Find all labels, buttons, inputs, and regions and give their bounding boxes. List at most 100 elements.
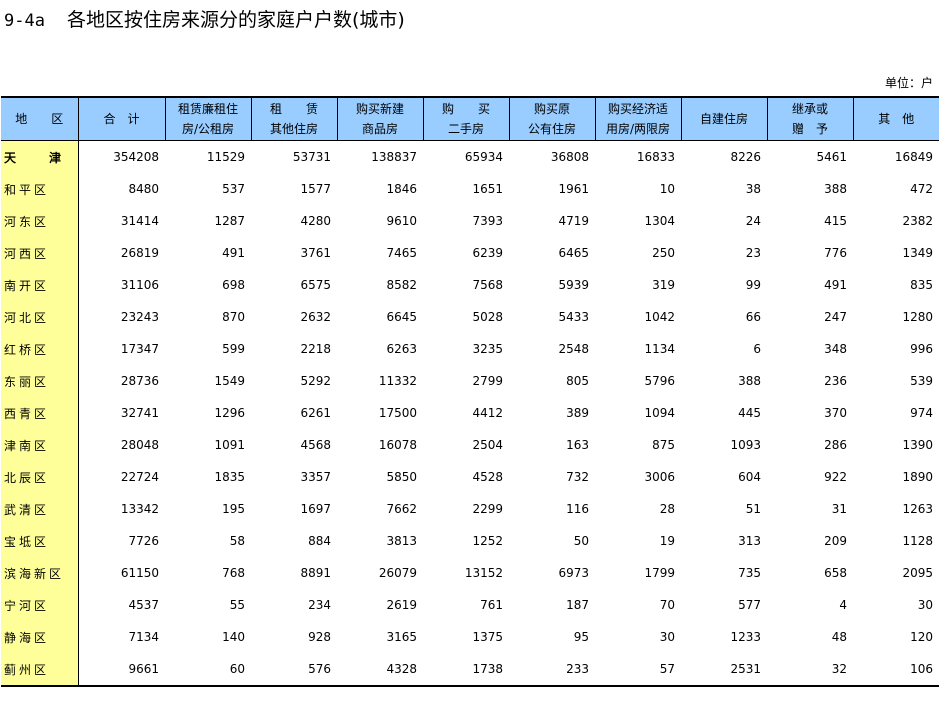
value-cell: 195 bbox=[222, 502, 245, 516]
value-cell: 2504 bbox=[472, 438, 503, 452]
value-cell: 805 bbox=[566, 374, 589, 388]
table-row: 津南区 28048 1091 4568 16078 2504 163 875 1093 286 13… bbox=[1, 429, 939, 461]
table-number: 9-4a bbox=[4, 11, 45, 31]
value-cell: 51 bbox=[745, 502, 761, 516]
value-cell: 9610 bbox=[386, 214, 417, 228]
value-cell: 1094 bbox=[644, 406, 675, 420]
value-cell: 7726 bbox=[128, 534, 159, 548]
value-cell: 1093 bbox=[730, 438, 761, 452]
value-cell: 5461 bbox=[816, 150, 847, 164]
column-header-line: 购 买 bbox=[441, 102, 490, 116]
table-row: 河北区 23243 870 2632 6645 5028 5433 1042 66 247 1280 bbox=[1, 301, 939, 333]
value-cell: 6973 bbox=[558, 566, 589, 580]
table-row: 和平区 8480 537 1577 1846 1651 1961 10 38 388 472 bbox=[1, 173, 939, 205]
value-cell: 1304 bbox=[644, 214, 675, 228]
column-header: 购买原 公有住房 bbox=[508, 96, 595, 141]
value-cell: 4280 bbox=[300, 214, 331, 228]
column-header: 继承或赠 予 bbox=[766, 96, 853, 141]
value-cell: 30 bbox=[917, 598, 933, 612]
value-cell: 28736 bbox=[120, 374, 159, 388]
value-cell: 2799 bbox=[472, 374, 503, 388]
value-cell: 1651 bbox=[472, 182, 503, 196]
column-header-line: 继承或 bbox=[791, 102, 828, 116]
value-cell: 1375 bbox=[472, 630, 503, 644]
value-cell: 23 bbox=[745, 246, 761, 260]
value-cell: 120 bbox=[910, 630, 933, 644]
column-header-line: 购买经济适 bbox=[607, 102, 668, 116]
value-cell: 60 bbox=[165, 653, 251, 687]
value-cell: 95 bbox=[573, 630, 589, 644]
value-cell: 415 bbox=[824, 214, 847, 228]
region-name-cell: 静海区 bbox=[1, 621, 79, 653]
column-header: 购买经济适 用房/两限房 bbox=[594, 96, 681, 141]
value-cell: 30 bbox=[659, 630, 675, 644]
value-cell: 4328 bbox=[337, 653, 423, 687]
value-cell: 313 bbox=[738, 534, 761, 548]
page-title: 9-4a 各地区按住房来源分的家庭户户数(城市) bbox=[4, 5, 405, 32]
value-cell: 5433 bbox=[558, 310, 589, 324]
column-header-line: 租赁廉租住 bbox=[177, 102, 238, 116]
value-cell: 354208 bbox=[113, 150, 159, 164]
value-cell: 3165 bbox=[386, 630, 417, 644]
value-cell: 835 bbox=[910, 278, 933, 292]
value-cell: 24 bbox=[745, 214, 761, 228]
value-cell: 698 bbox=[222, 278, 245, 292]
value-cell: 7568 bbox=[472, 278, 503, 292]
table-row: 西青区 32741 1296 6261 17500 4412 389 1094 445 370 97… bbox=[1, 397, 939, 429]
value-cell: 2632 bbox=[300, 310, 331, 324]
value-cell: 1252 bbox=[472, 534, 503, 548]
value-cell: 348 bbox=[824, 342, 847, 356]
value-cell: 2218 bbox=[300, 342, 331, 356]
value-cell: 10 bbox=[659, 182, 675, 196]
value-cell: 776 bbox=[824, 246, 847, 260]
value-cell: 31106 bbox=[120, 278, 159, 292]
column-header: 租 赁其他住房 bbox=[250, 96, 337, 141]
region-name-cell: 西青区 bbox=[1, 397, 79, 429]
column-header-line: 地 区 bbox=[15, 112, 64, 126]
value-cell: 8226 bbox=[730, 150, 761, 164]
value-cell: 370 bbox=[824, 406, 847, 420]
value-cell: 768 bbox=[222, 566, 245, 580]
value-cell: 5292 bbox=[300, 374, 331, 388]
value-cell: 8891 bbox=[300, 566, 331, 580]
value-cell: 1799 bbox=[644, 566, 675, 580]
region-name-cell: 河东区 bbox=[1, 205, 79, 237]
column-header-line: 其 他 bbox=[878, 112, 915, 126]
value-cell: 19 bbox=[659, 534, 675, 548]
value-cell: 4719 bbox=[558, 214, 589, 228]
data-table: 地 区合 计租赁廉租住 房/公租房租 赁其他住房 购买新建 商品房购 买二手房 购买原公… bbox=[1, 96, 939, 687]
region-name-cell: 河北区 bbox=[1, 301, 79, 333]
value-cell: 57 bbox=[595, 653, 681, 687]
value-cell: 4412 bbox=[472, 406, 503, 420]
value-cell: 138837 bbox=[371, 150, 417, 164]
value-cell: 1128 bbox=[902, 534, 933, 548]
table-row: 河西区 26819 491 3761 7465 6239 6465 250 23 776 1349 bbox=[1, 237, 939, 269]
value-cell: 928 bbox=[308, 630, 331, 644]
value-cell: 26819 bbox=[120, 246, 159, 260]
value-cell: 2382 bbox=[902, 214, 933, 228]
value-cell: 1233 bbox=[730, 630, 761, 644]
value-cell: 13342 bbox=[120, 502, 159, 516]
value-cell: 8582 bbox=[386, 278, 417, 292]
value-cell: 735 bbox=[738, 566, 761, 580]
value-cell: 388 bbox=[738, 374, 761, 388]
value-cell: 5939 bbox=[558, 278, 589, 292]
value-cell: 870 bbox=[222, 310, 245, 324]
region-name-cell: 和平区 bbox=[1, 173, 79, 205]
value-cell: 2095 bbox=[902, 566, 933, 580]
column-header: 合 计 bbox=[77, 96, 165, 141]
value-cell: 577 bbox=[738, 598, 761, 612]
value-cell: 5796 bbox=[644, 374, 675, 388]
table-row: 宁河区 4537 55 234 2619 761 187 70 577 4 30 bbox=[1, 589, 939, 621]
column-header-line: 购买新建 bbox=[355, 102, 404, 116]
value-cell: 50 bbox=[573, 534, 589, 548]
value-cell: 236 bbox=[824, 374, 847, 388]
value-cell: 6 bbox=[753, 342, 761, 356]
value-cell: 1961 bbox=[558, 182, 589, 196]
value-cell: 7393 bbox=[472, 214, 503, 228]
value-cell: 187 bbox=[566, 598, 589, 612]
value-cell: 38 bbox=[745, 182, 761, 196]
column-header: 自建住房 bbox=[680, 96, 767, 141]
value-cell: 48 bbox=[831, 630, 847, 644]
value-cell: 4537 bbox=[128, 598, 159, 612]
